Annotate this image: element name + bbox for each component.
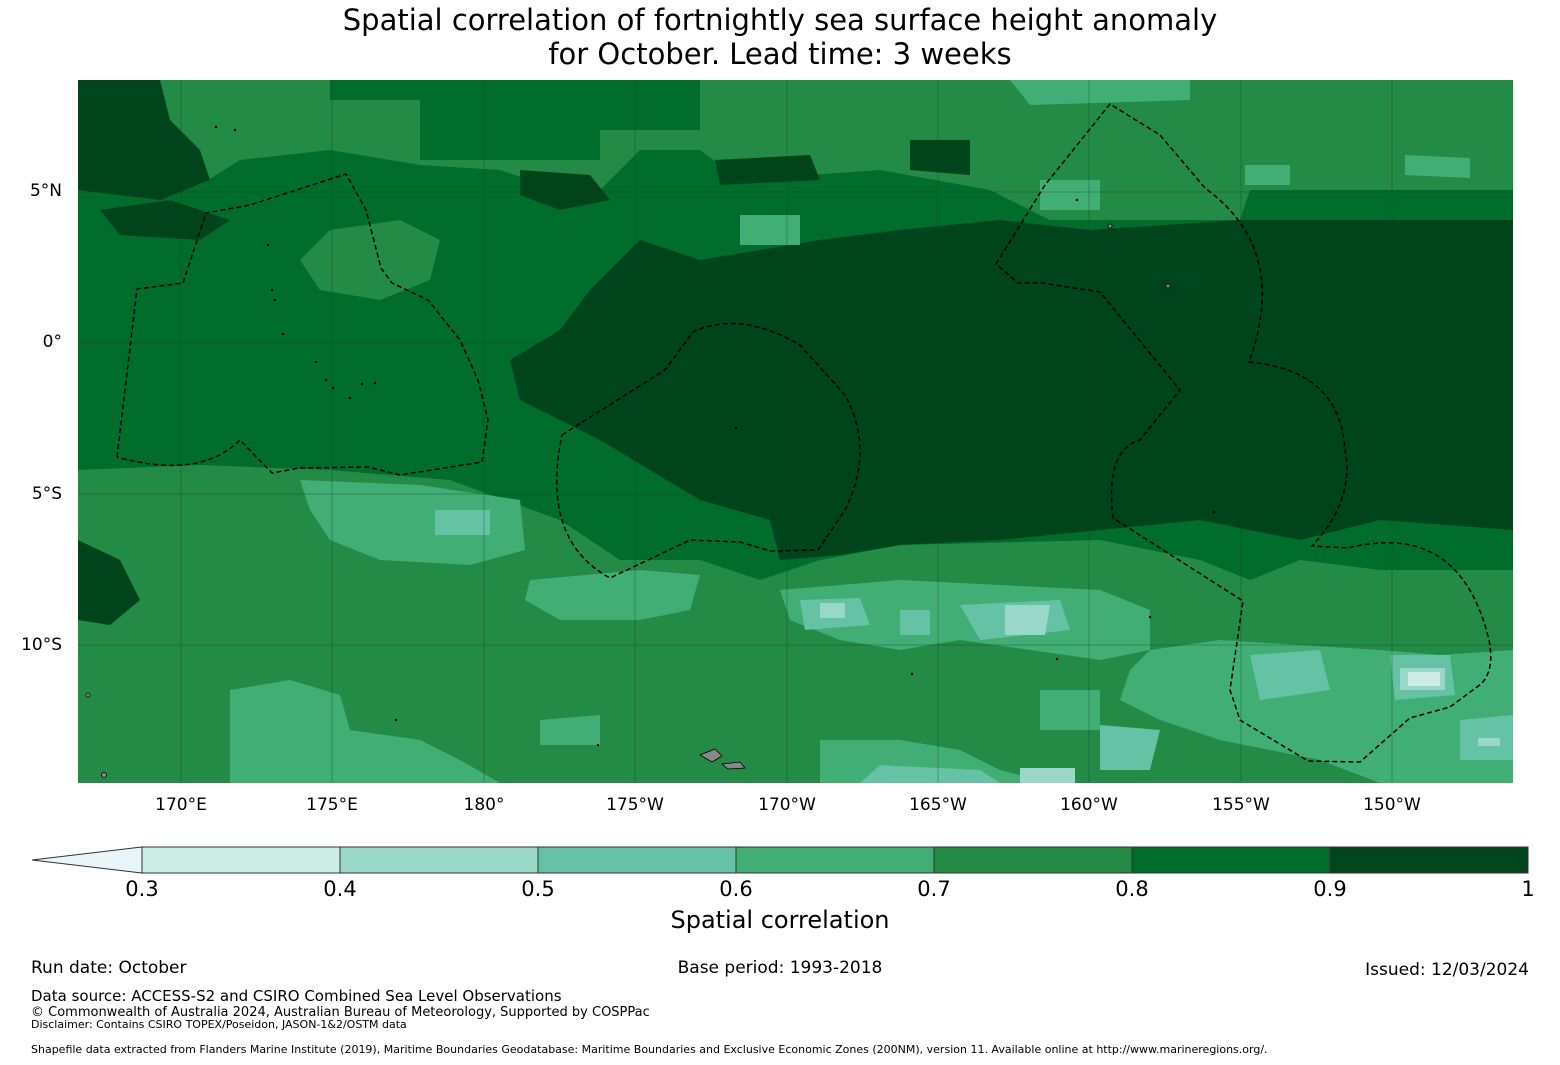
copyright: © Commonwealth of Australia 2024, Austra…: [31, 1005, 650, 1020]
colorbar-label: Spatial correlation: [670, 906, 890, 934]
lon-label-170e: 170°E: [155, 795, 207, 815]
field-0.3-0.4: [1408, 672, 1440, 686]
chart-title-line2: for October. Lead time: 3 weeks: [548, 37, 1012, 71]
samoa-island-2: [721, 761, 746, 770]
colorbar-tick: 0.5: [521, 877, 555, 901]
colorbar-bin-0.8-0.9: [1131, 846, 1331, 874]
colorbar-tick: 0.4: [323, 877, 357, 901]
field-0.9-1.0: [78, 80, 1513, 625]
lon-label-165w: 165°W: [909, 795, 967, 815]
lat-label-0: 0°: [42, 332, 62, 352]
data-source: Data source: ACCESS-S2 and CSIRO Combine…: [31, 987, 562, 1005]
colorbar-bin-0.5-0.6: [537, 846, 737, 874]
colorbar-bin-0.7-0.8: [933, 846, 1133, 874]
island-dots: [214, 125, 1216, 747]
disclaimer: Disclaimer: Contains CSIRO TOPEX/Poseido…: [31, 1018, 407, 1031]
colorbar-tick: 1: [1521, 877, 1535, 901]
lon-label-160w: 160°W: [1060, 795, 1118, 815]
shapefile-credit: Shapefile data extracted from Flanders M…: [31, 1043, 1268, 1056]
lon-label-155w: 155°W: [1212, 795, 1270, 815]
atoll: [85, 692, 91, 698]
lon-label-150w: 150°W: [1363, 795, 1421, 815]
base-period: Base period: 1993-2018: [677, 958, 883, 978]
lon-label-175e: 175°E: [306, 795, 358, 815]
islands: [85, 223, 1171, 778]
colorbar-tick: 0.6: [719, 877, 753, 901]
eez-phoenix-islands: [556, 322, 861, 579]
chart-title-line1: Spatial correlation of fortnightly sea s…: [342, 3, 1218, 37]
eez-boundaries: [116, 103, 1492, 763]
atoll: [101, 772, 107, 778]
colorbar-tick: 0.9: [1313, 877, 1347, 901]
samoa-island: [699, 748, 723, 763]
colorbar-tick: 0.7: [917, 877, 951, 901]
lat-label-5n: 5°N: [29, 181, 62, 201]
colorbar: [31, 846, 1529, 874]
lat-label-5s: 5°S: [31, 484, 62, 504]
colorbar-bin-0.4-0.5: [339, 846, 539, 874]
lat-label-10s: 10°S: [21, 635, 62, 655]
eez-kiribati-gilbert: [116, 173, 489, 476]
colorbar-bin-0.6-0.7: [735, 846, 935, 874]
issued-date: Issued: 12/03/2024: [1365, 960, 1529, 980]
colorbar-bin-0.9-1.0: [1329, 846, 1529, 874]
lon-label-180: 180°: [463, 795, 505, 815]
lon-label-175w: 175°W: [606, 795, 664, 815]
atoll: [1165, 283, 1171, 289]
run-date: Run date: October: [31, 958, 187, 978]
colorbar-tick: 0.8: [1115, 877, 1149, 901]
graticule: [78, 80, 1513, 783]
colorbar-extension: [31, 846, 143, 874]
colorbar-bin-0.3-0.4: [141, 846, 341, 874]
field-0.6-0.7: [230, 80, 1513, 783]
correlation-map: [31, 80, 1529, 874]
eez-line-islands: [995, 103, 1492, 763]
atoll: [1107, 223, 1113, 229]
colorbar-tick: 0.3: [125, 877, 159, 901]
lon-label-170w: 170°W: [758, 795, 816, 815]
